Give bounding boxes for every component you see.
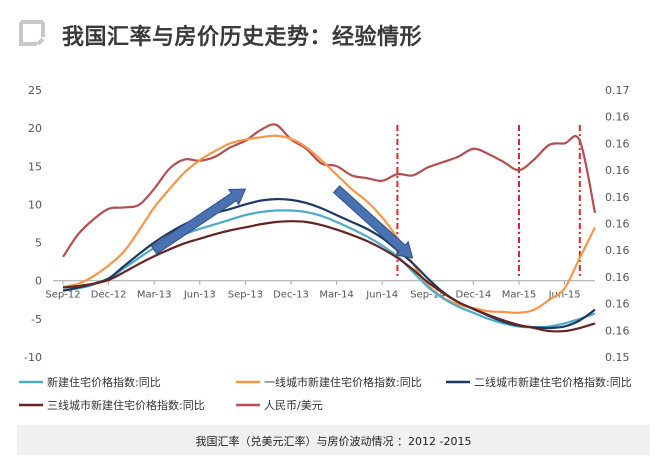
x-tick-label: Sep-12 xyxy=(45,290,80,301)
trend-arrow-up xyxy=(151,188,247,255)
y-left-tick-label: -5 xyxy=(31,313,42,326)
x-tick-label: Dec-12 xyxy=(91,290,127,301)
y-right-tick-label: 0.16 xyxy=(605,298,630,311)
y-right-tick-label: 0.16 xyxy=(605,137,630,150)
x-tick-label: Mar-14 xyxy=(319,290,354,301)
header-frame-icon xyxy=(19,20,45,46)
y-right-tick-label: 0.16 xyxy=(605,191,630,204)
y-right-tick-label: 0.16 xyxy=(605,324,630,337)
series-line-4 xyxy=(62,123,597,258)
exchange-rate-house-price-chart: 25 20 15 10 5 0 -5 -10 0.17 0.16 0.16 0.16 0.16 0.16 0… xyxy=(19,84,632,412)
x-tick-label: Jun-15 xyxy=(548,290,581,301)
trend-arrow-down xyxy=(332,185,414,259)
legend-label: 二线城市新建住宅价格指数:同比 xyxy=(474,375,632,389)
y-right-tick-label: 0.16 xyxy=(605,244,630,257)
x-tick-label: Jun-13 xyxy=(183,290,216,301)
x-tick-label: Mar-15 xyxy=(502,290,537,301)
y-left-tick-label: 25 xyxy=(28,84,42,97)
legend-label: 新建住宅价格指数:同比 xyxy=(47,375,161,389)
x-tick-label: Dec-14 xyxy=(456,290,492,301)
chart-caption: 我国汇率（兑美元汇率）与房价波动情况 ：2012 -2015 xyxy=(195,435,472,448)
x-tick-label: Mar-13 xyxy=(137,290,172,301)
legend-label: 三线城市新建住宅价格指数:同比 xyxy=(47,398,205,412)
y-left-tick-label: 5 xyxy=(35,237,42,250)
x-tick-label: Sep-13 xyxy=(228,290,263,301)
y-left-tick-label: -10 xyxy=(24,351,42,364)
y-right-tick-label: 0.16 xyxy=(605,111,630,124)
y-left-tick-label: 15 xyxy=(28,160,42,173)
x-tick-label: Jun-14 xyxy=(365,290,398,301)
x-tick-label: Dec-13 xyxy=(273,290,309,301)
y-right-tick-label: 0.16 xyxy=(605,164,630,177)
caption-bar: 我国汇率（兑美元汇率）与房价波动情况 ：2012 -2015 xyxy=(17,425,650,455)
page-title: 我国汇率与房价历史走势：经验情形 xyxy=(62,25,423,50)
series-line-2 xyxy=(62,197,596,330)
y-right-tick-label: 0.15 xyxy=(605,351,630,364)
series-line-3 xyxy=(62,220,596,333)
y-left-tick-label: 0 xyxy=(35,275,42,288)
legend-label: 人民币/美元 xyxy=(264,399,323,412)
legend-label: 一线城市新建住宅价格指数:同比 xyxy=(264,375,422,389)
x-tick-label: Sep-14 xyxy=(410,290,445,301)
y-right-tick-label: 0.16 xyxy=(605,271,630,284)
series-line-1 xyxy=(62,134,596,314)
y-right-tick-label: 0.16 xyxy=(605,218,630,231)
y-right-tick-label: 0.17 xyxy=(605,84,630,97)
y-left-tick-label: 10 xyxy=(28,198,42,211)
y-left-tick-label: 20 xyxy=(28,122,42,135)
